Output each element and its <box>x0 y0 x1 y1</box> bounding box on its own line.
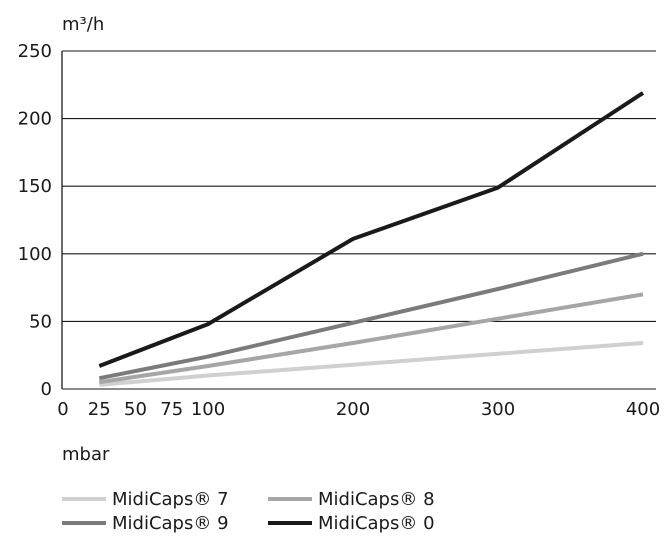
series-line <box>98 91 645 368</box>
x-tick-label: 300 <box>481 399 515 420</box>
legend-item: MidiCaps® 0 <box>268 512 474 534</box>
legend-label: MidiCaps® 9 <box>112 512 229 534</box>
legend-item: MidiCaps® 9 <box>62 512 268 534</box>
x-tick-label: 75 <box>160 399 183 420</box>
x-tick-label: 0 <box>57 399 68 420</box>
x-tick-label: 200 <box>336 399 370 420</box>
x-tick-label: 25 <box>88 399 111 420</box>
legend-item: MidiCaps® 7 <box>62 488 268 510</box>
y-axis-ticks: 0 50 100 150 200 250 <box>18 41 52 400</box>
legend-swatch <box>268 497 312 501</box>
legend: MidiCaps® 7 MidiCaps® 8 MidiCaps® 9 MidiCap… <box>62 488 482 534</box>
series-line <box>99 292 644 385</box>
x-tick-label: 50 <box>124 399 147 420</box>
series-0 <box>99 341 644 387</box>
y-tick-label: 100 <box>18 244 52 265</box>
legend-label: MidiCaps® 8 <box>318 488 435 510</box>
y-axis-unit-label: m³/h <box>62 14 104 35</box>
series-2 <box>98 251 644 381</box>
legend-swatch <box>268 521 312 525</box>
x-axis-ticks: 0 25 50 75 100 200 300 400 <box>57 399 660 420</box>
y-tick-label: 150 <box>18 176 52 197</box>
gridlines <box>61 50 656 390</box>
y-tick-label: 200 <box>18 109 52 130</box>
legend-swatch <box>62 521 106 525</box>
x-axis-unit-label: mbar <box>62 444 110 465</box>
x-tick-label: 100 <box>191 399 225 420</box>
x-tick-label: 400 <box>626 399 660 420</box>
y-tick-label: 50 <box>29 311 52 332</box>
legend-item: MidiCaps® 8 <box>268 488 474 510</box>
y-tick-label: 250 <box>18 41 52 62</box>
series-lines <box>98 91 645 387</box>
series-1 <box>99 292 644 385</box>
legend-label: MidiCaps® 7 <box>112 488 229 510</box>
legend-label: MidiCaps® 0 <box>318 512 435 534</box>
series-3 <box>98 91 645 368</box>
y-tick-label: 0 <box>41 379 52 400</box>
legend-swatch <box>62 497 106 501</box>
series-line <box>98 251 644 381</box>
